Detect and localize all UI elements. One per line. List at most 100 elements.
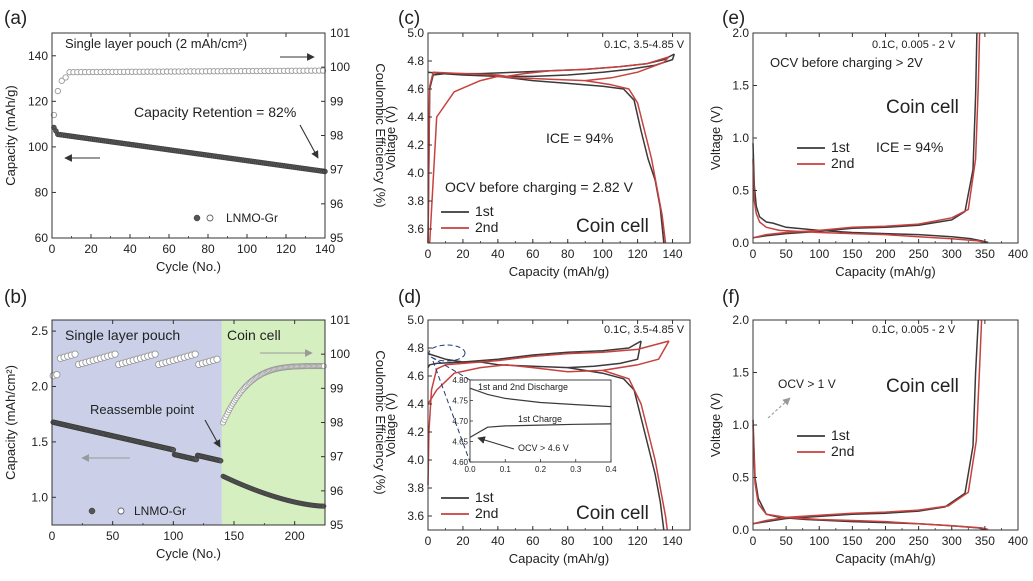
ce-marker: [58, 77, 65, 84]
x-tick-label: 300: [942, 247, 962, 261]
x-tick-label: 400: [1008, 534, 1028, 548]
y-tick-label: 0.5: [732, 471, 749, 485]
ce-marker: [320, 363, 327, 370]
panel-b-label: (b): [4, 287, 27, 308]
inset-y-tick-label: 4.70: [452, 417, 468, 426]
pouch-note: Single layer pouch (2 mAh/cm²): [65, 36, 247, 51]
x-tick-label: 0: [49, 529, 56, 543]
x-tick-label: 100: [237, 242, 257, 256]
rate-note-e: 0.1C, 0.005 - 2 V: [872, 39, 956, 51]
panel-c-label: (c): [398, 8, 420, 29]
x-tick-label: 120: [628, 247, 648, 261]
panel-d-xlabel: Capacity (mAh/g): [509, 551, 609, 566]
rate-note-f: 0.1C, 0.005 - 2 V: [872, 324, 956, 336]
series-2nd-discharge-end: [585, 79, 667, 244]
legend-label-1st: 1st: [475, 489, 494, 505]
x-tick-label: 200: [285, 529, 305, 543]
ce-marker: [111, 350, 119, 358]
y2-tick-label: 96: [330, 197, 344, 211]
x-tick-label: 60: [162, 242, 176, 256]
x-tick-label: 400: [1008, 247, 1028, 261]
y-tick-label: 2.0: [732, 313, 749, 327]
ce-marker: [191, 350, 199, 358]
panel-f-label: (f): [722, 287, 740, 308]
legend-label-2nd: 2nd: [831, 443, 854, 459]
x-tick-label: 80: [561, 247, 575, 261]
capacity-marker: [170, 447, 177, 453]
panel-e-xlabel: Capacity (mAh/g): [835, 264, 935, 279]
layer-backgrounds: [52, 320, 325, 525]
inset-x-tick-label: 0.2: [535, 465, 547, 474]
reassemble-note: Reassemble point: [90, 402, 194, 417]
legend-label-1st: 1st: [831, 427, 850, 443]
inset-y-tick-label: 4.60: [452, 458, 468, 467]
series-2nd-discharge-tail: [428, 75, 499, 244]
series-2nd-lithiation: [752, 424, 989, 531]
panel-e-label: (e): [722, 8, 745, 29]
x-tick-label: 150: [224, 529, 244, 543]
panel-b-xlabel: Cycle (No.): [156, 546, 221, 561]
x-tick-label: 150: [842, 534, 862, 548]
y-tick-label: 80: [35, 185, 49, 199]
y-tick-label: 1.5: [31, 435, 48, 449]
series-1st-discharge: [427, 340, 642, 369]
series-1st-delithiation: [752, 319, 980, 525]
x-tick-label: 350: [975, 534, 995, 548]
x-tick-label: 0: [425, 534, 432, 548]
x-tick-label: 100: [593, 534, 613, 548]
y-tick-label: 2.0: [31, 379, 48, 393]
coin-cell-note-f: Coin cell: [886, 376, 959, 397]
panel-c-frame: [427, 32, 691, 244]
x-tick-label: 0: [750, 247, 757, 261]
y-tick-label: 4.8: [407, 341, 424, 355]
legend-label-2nd: 2nd: [475, 505, 498, 521]
layer-plots: [49, 32, 989, 531]
y-tick-label: 60: [35, 231, 49, 245]
y2-tick-label: 97: [330, 163, 344, 177]
inset-ocv-arrow: [477, 436, 515, 450]
y-tick-label: 3.8: [407, 194, 424, 208]
x-tick-label: 20: [456, 247, 470, 261]
y2-tick-label: 98: [330, 416, 344, 430]
retention-note: Capacity Retention = 82%: [134, 104, 296, 120]
panel-a-xlabel: Cycle (No.): [156, 259, 221, 274]
x-tick-label: 40: [123, 242, 137, 256]
rate-note-d: 0.1C, 3.5-4.85 V: [604, 324, 685, 336]
panel-a-ylabel2: Coulombic Efficiency (%): [373, 63, 388, 207]
y-tick-label: 3.6: [407, 509, 424, 523]
series-1st-discharge-tail: [567, 366, 665, 531]
ce-marker: [151, 350, 159, 358]
panel-a-frame: [51, 32, 326, 239]
y2-tick-label: 99: [330, 94, 344, 108]
x-tick-label: 60: [526, 534, 540, 548]
y-tick-label: 4.6: [407, 82, 424, 96]
inset-x-tick-label: 0.1: [500, 465, 512, 474]
panel-b-ylabel: Capacity (mAh/cm²): [3, 365, 18, 480]
y-tick-label: 5.0: [407, 313, 424, 327]
series-2nd-lithiation: [752, 158, 986, 244]
pouch-region-label: Single layer pouch: [65, 327, 180, 343]
y2-tick-label: 101: [330, 26, 350, 40]
legend-open-marker: [206, 214, 214, 222]
inset-y-tick-label: 4.75: [452, 397, 468, 406]
panel-b-ylabel2: Coulombic Efficiency (%): [373, 350, 388, 494]
ce-marker: [62, 74, 69, 81]
x-tick-label: 0: [425, 247, 432, 261]
x-tick-label: 80: [561, 534, 575, 548]
inset-x-tick-label: 0.4: [605, 465, 617, 474]
legend-label-b: LNMO-Gr: [134, 504, 186, 518]
legend-open-marker: [117, 507, 125, 515]
inset-ocv-label: OCV > 4.6 V: [518, 443, 569, 453]
x-tick-label: 100: [163, 529, 183, 543]
legend-label-1st: 1st: [475, 203, 494, 219]
x-tick-label: 20: [456, 534, 470, 548]
panel-d-label: (d): [398, 287, 421, 308]
x-tick-label: 250: [909, 534, 929, 548]
x-tick-label: 140: [663, 247, 683, 261]
inset-discharge-label: 1st and 2nd Discharge: [478, 382, 568, 392]
x-tick-label: 20: [84, 242, 98, 256]
panel-d-frame: [427, 319, 691, 531]
panel-f-ylabel: Voltage (V): [708, 393, 723, 457]
inset-discharge-curve: [469, 387, 612, 408]
ocv-note-c: OCV before charging = 2.82 V: [445, 179, 634, 195]
